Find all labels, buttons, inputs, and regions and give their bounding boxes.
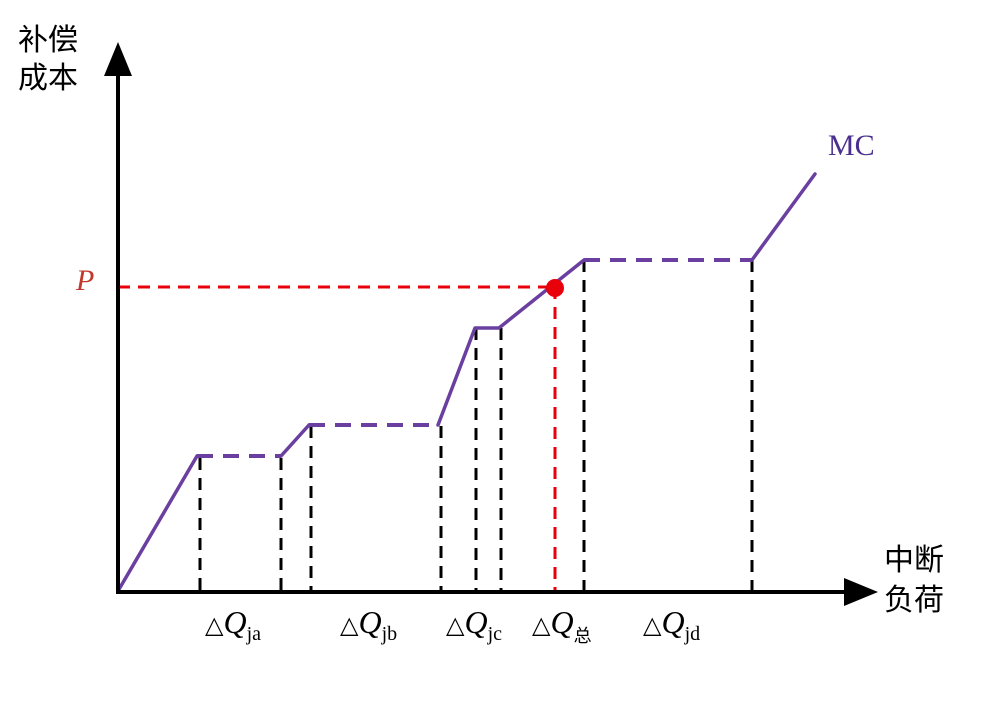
segment-subscript: jd: [684, 623, 701, 645]
x-axis-label-line1: 中断: [884, 543, 944, 578]
x-axis-arrow-icon: [844, 578, 878, 606]
x-axis-label-line2: 负荷: [884, 583, 944, 618]
delta-symbol: △: [205, 611, 224, 639]
delta-symbol: △: [532, 611, 551, 639]
reference-lines: [198, 260, 754, 591]
price-label: P: [75, 264, 94, 297]
q-symbol: Q: [223, 604, 246, 640]
delta-symbol: △: [446, 611, 465, 639]
segment-subscript: jc: [487, 623, 503, 645]
segment-subscript: ja: [246, 623, 262, 645]
price-lines: [118, 285, 557, 591]
mc-segment-rise-4: [750, 172, 817, 262]
mc-segment-rise-2: [279, 423, 311, 458]
q-symbol: Q: [358, 604, 381, 640]
segment-label-jd: △Qjd: [643, 604, 700, 645]
mc-segment-rise-3: [436, 258, 586, 427]
delta-symbol: △: [340, 611, 359, 639]
segment-subscript: 总: [574, 626, 592, 647]
y-axis-label-line2: 成本: [18, 61, 78, 96]
y-axis-arrow-icon: [104, 42, 132, 76]
segment-label-total: △Q总: [532, 604, 592, 647]
segment-label-jc: △Qjc: [446, 604, 502, 645]
q-symbol: Q: [464, 604, 487, 640]
q-symbol: Q: [661, 604, 684, 640]
mc-curve: [116, 172, 817, 593]
segment-subscript: jb: [381, 623, 398, 645]
equilibrium-point: [546, 279, 564, 297]
mc-plateaus: [197, 258, 752, 458]
delta-symbol: △: [643, 611, 662, 639]
segment-label-jb: △Qjb: [340, 604, 397, 645]
segment-label-ja: △Qja: [205, 604, 261, 645]
mc-segment-rise-1: [116, 454, 199, 593]
axes: [104, 42, 878, 606]
mc-curve-label: MC: [828, 129, 875, 162]
y-axis-label-line1: 补偿: [18, 23, 78, 58]
q-symbol: Q: [550, 604, 573, 640]
